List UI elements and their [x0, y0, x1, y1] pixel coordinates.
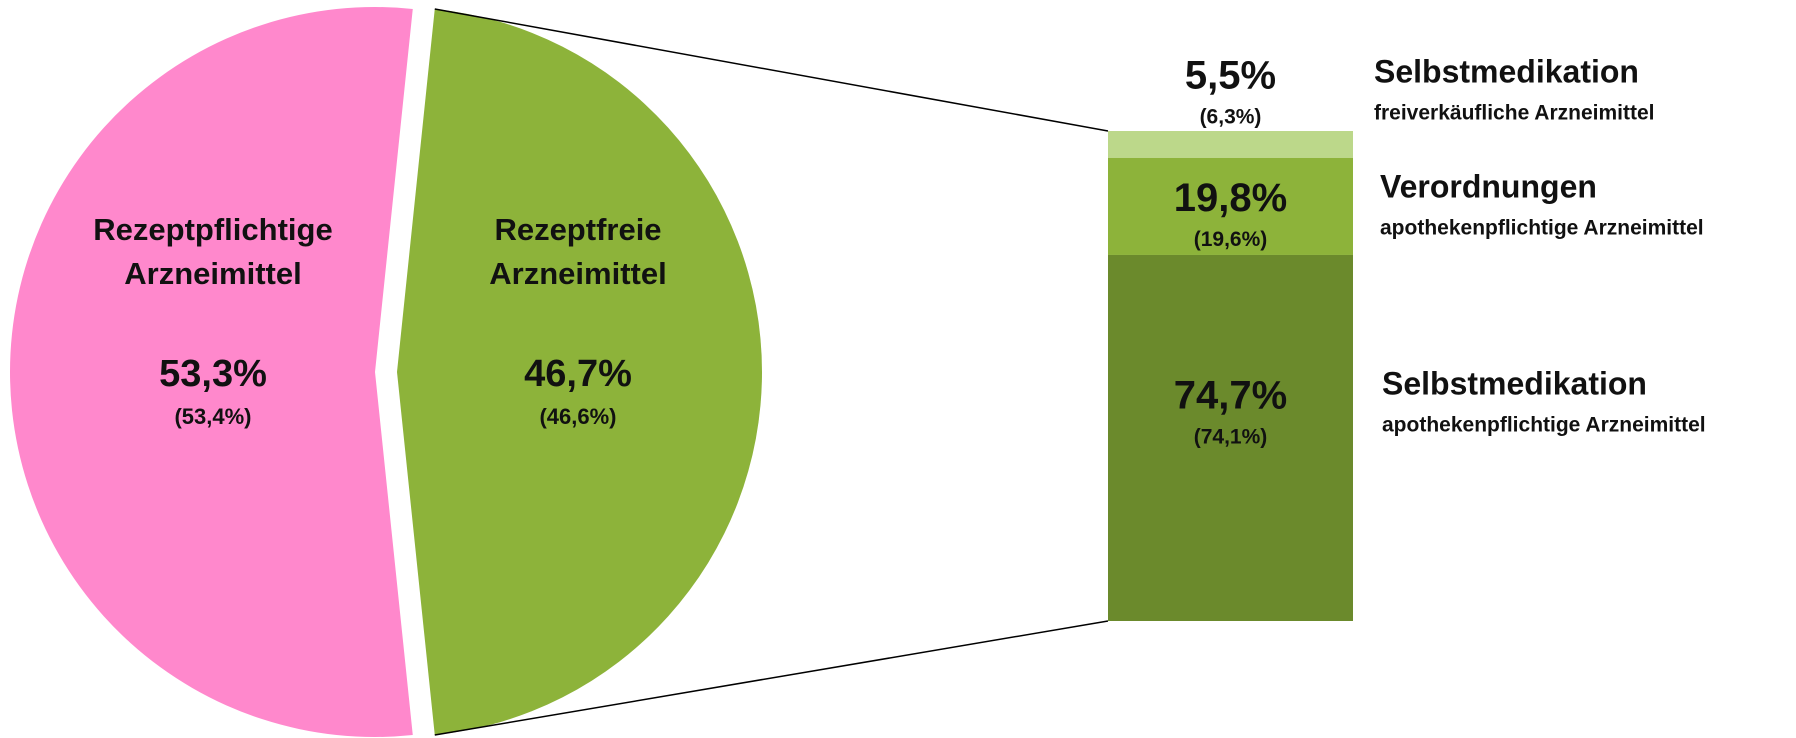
- connector-line: [434, 8, 1109, 132]
- segment-subname: apothekenpflichtige Arzneimittel: [1380, 217, 1704, 240]
- connector-line: [434, 620, 1109, 736]
- slice-prior-label: (46,6%): [539, 404, 616, 429]
- segment-value-label: 19,8%: [1174, 176, 1287, 220]
- slice-value-label: 46,7%: [524, 353, 632, 395]
- segment-value-label: 5,5%: [1185, 54, 1276, 98]
- bar-segment: [1108, 131, 1353, 158]
- pie-slice: [10, 7, 413, 738]
- slice-label: Rezeptfreie: [494, 212, 661, 247]
- bar-segment: [1108, 157, 1353, 255]
- segment-name: Selbstmedikation: [1382, 365, 1647, 401]
- segment-prior-label: (6,3%): [1200, 106, 1262, 129]
- segment-subname: freiverkäufliche Arzneimittel: [1374, 102, 1655, 125]
- pie-slice: [397, 8, 763, 736]
- slice-label: Arzneimittel: [124, 256, 301, 291]
- segment-name: Selbstmedikation: [1374, 53, 1639, 89]
- slice-label: Rezeptpflichtige: [93, 212, 332, 247]
- segment-value-label: 74,7%: [1174, 374, 1287, 418]
- segment-name: Verordnungen: [1380, 168, 1597, 204]
- segment-prior-label: (19,6%): [1194, 228, 1268, 251]
- segment-prior-label: (74,1%): [1194, 426, 1268, 449]
- slice-label: Arzneimittel: [489, 256, 666, 291]
- slice-value-label: 53,3%: [159, 353, 267, 395]
- bar-segment: [1108, 254, 1353, 621]
- slice-prior-label: (53,4%): [174, 404, 251, 429]
- segment-subname: apothekenpflichtige Arzneimittel: [1382, 414, 1706, 437]
